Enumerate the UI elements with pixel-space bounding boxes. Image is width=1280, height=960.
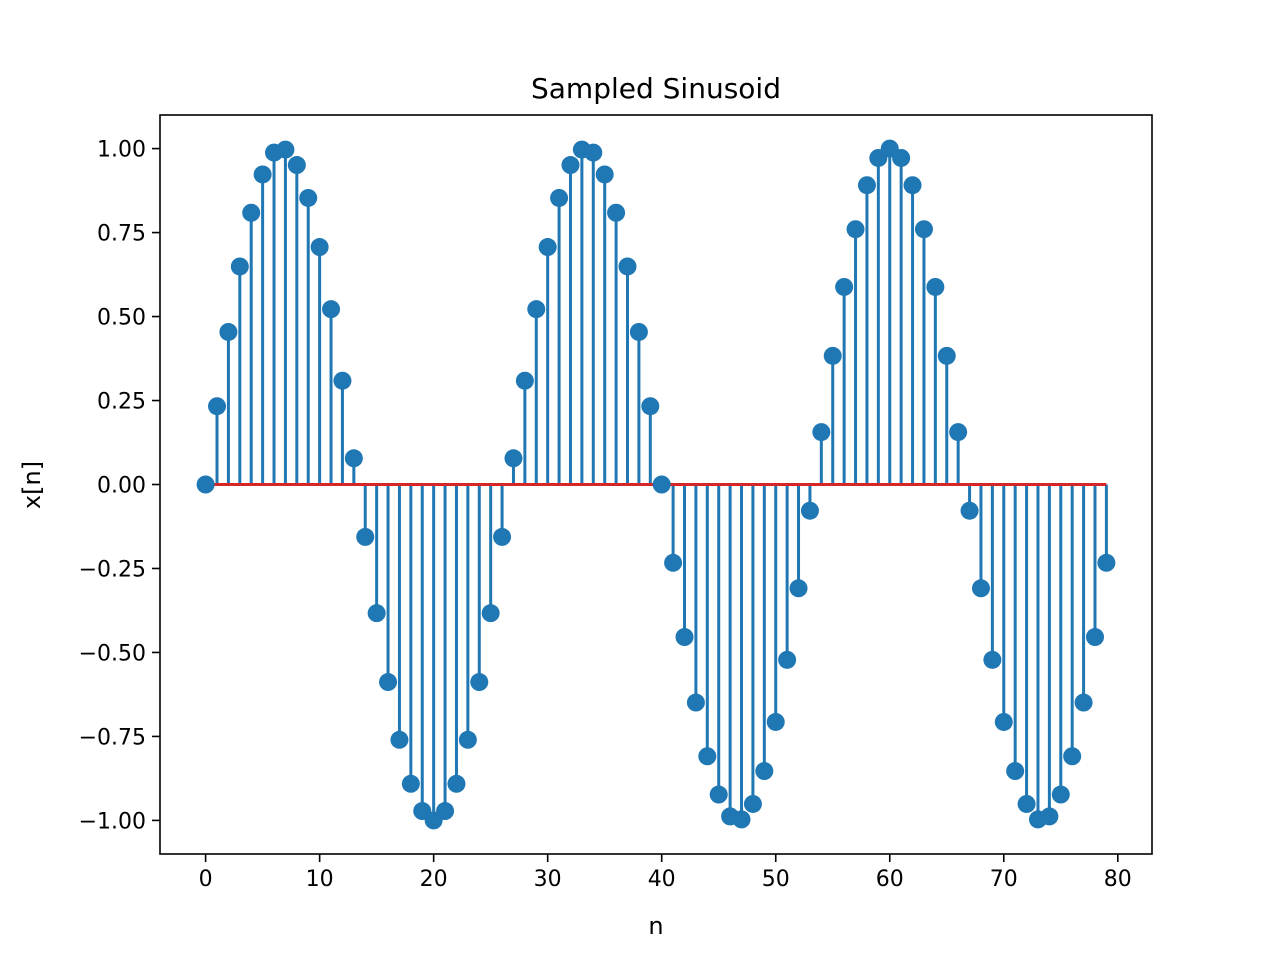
stem-marker: [230, 257, 249, 276]
stem-marker: [242, 203, 261, 222]
y-tick-label: 0.75: [97, 222, 146, 247]
stem-marker: [538, 238, 557, 257]
x-axis-ticks: 0 10 20 30 40 50 60 70 80: [199, 854, 1132, 892]
stem-marker: [390, 730, 409, 749]
stem-marker: [561, 156, 580, 175]
x-tick-label: 70: [990, 867, 1018, 892]
stem-marker: [458, 730, 477, 749]
y-tick-label: −0.50: [79, 641, 146, 666]
y-axis-label: x[n]: [18, 461, 46, 509]
y-tick-label: 0.50: [97, 306, 146, 331]
x-axis-label: n: [648, 912, 663, 940]
stem-marker: [550, 188, 569, 207]
stem-marker: [1017, 794, 1036, 813]
x-tick-label: 50: [762, 867, 790, 892]
stem-marker: [219, 322, 238, 341]
stem-marker: [333, 371, 352, 390]
y-axis-ticks: 1.00 0.75 0.50 0.25 0.00 −0.25 −0.50 −0.75 −1.00: [79, 138, 160, 834]
stem-marker: [960, 501, 979, 520]
x-tick-label: 20: [420, 867, 448, 892]
stem-marker: [515, 371, 534, 390]
stem-marker: [618, 257, 637, 276]
y-tick-label: −0.75: [79, 725, 146, 750]
stem-marker: [196, 475, 215, 494]
chart-title: Sampled Sinusoid: [531, 72, 781, 105]
stem-marker: [743, 794, 762, 813]
stem-marker: [436, 802, 455, 821]
stem-marker: [652, 475, 671, 494]
stem-marker: [447, 774, 466, 793]
stem-marker: [709, 785, 728, 804]
stem-marker: [276, 140, 295, 159]
stem-marker: [1051, 785, 1070, 804]
stem-marker: [401, 774, 420, 793]
stem-marker: [344, 449, 363, 468]
x-tick-label: 60: [876, 867, 904, 892]
stem-marker: [629, 322, 648, 341]
stem-marker: [481, 604, 500, 623]
stem-marker: [527, 300, 546, 319]
stem-marker: [584, 143, 603, 162]
stem-marker: [983, 650, 1002, 669]
stem-marker: [971, 579, 990, 598]
stem-marker: [1063, 747, 1082, 766]
stem-marker: [686, 693, 705, 712]
stem-marker: [892, 148, 911, 167]
stem-marker: [310, 238, 329, 257]
stem-marker: [607, 203, 626, 222]
stem-marker: [778, 650, 797, 669]
stem-marker: [903, 176, 922, 195]
stem-marker: [994, 712, 1013, 731]
stem-marker: [926, 277, 945, 296]
stem-marker: [367, 604, 386, 623]
stem-marker: [800, 501, 819, 520]
stem-marker: [356, 527, 375, 546]
stem-marker: [208, 397, 227, 416]
stem-marker: [835, 277, 854, 296]
stem-marker: [949, 423, 968, 442]
stem-marker: [857, 176, 876, 195]
y-tick-label: 0.25: [97, 390, 146, 415]
stem-marker: [287, 156, 306, 175]
x-tick-label: 40: [648, 867, 676, 892]
stem-marker: [322, 300, 341, 319]
x-tick-label: 10: [306, 867, 334, 892]
stem-marker: [253, 165, 272, 184]
stem-marker: [937, 346, 956, 365]
x-tick-label: 80: [1104, 867, 1132, 892]
x-tick-label: 0: [199, 867, 213, 892]
stem-marker: [595, 165, 614, 184]
stem-marker: [470, 673, 489, 692]
stem-marker: [698, 747, 717, 766]
stem-marker: [823, 346, 842, 365]
stem-marker: [675, 628, 694, 647]
y-tick-label: −1.00: [79, 809, 146, 834]
stem-marker: [1006, 762, 1025, 781]
plot-marks: [196, 139, 1116, 830]
y-tick-label: 0.00: [97, 474, 146, 499]
stem-marker: [1085, 628, 1104, 647]
stem-marker: [914, 220, 933, 239]
stem-marker: [1074, 693, 1093, 712]
stem-marker: [493, 527, 512, 546]
stem-marker: [379, 673, 398, 692]
stem-marker: [641, 397, 660, 416]
y-tick-label: −0.25: [79, 557, 146, 582]
stem-marker: [812, 423, 831, 442]
stem-marker: [664, 553, 683, 572]
y-tick-label: 1.00: [97, 138, 146, 163]
x-tick-label: 30: [534, 867, 562, 892]
stem-marker: [299, 188, 318, 207]
stem-marker: [1097, 553, 1116, 572]
stem-marker: [755, 762, 774, 781]
stem-marker: [789, 579, 808, 598]
stem-marker: [846, 220, 865, 239]
stem-marker: [1040, 807, 1059, 826]
stem-marker: [504, 449, 523, 468]
stem-marker: [732, 810, 751, 829]
stem-marker: [766, 712, 785, 731]
